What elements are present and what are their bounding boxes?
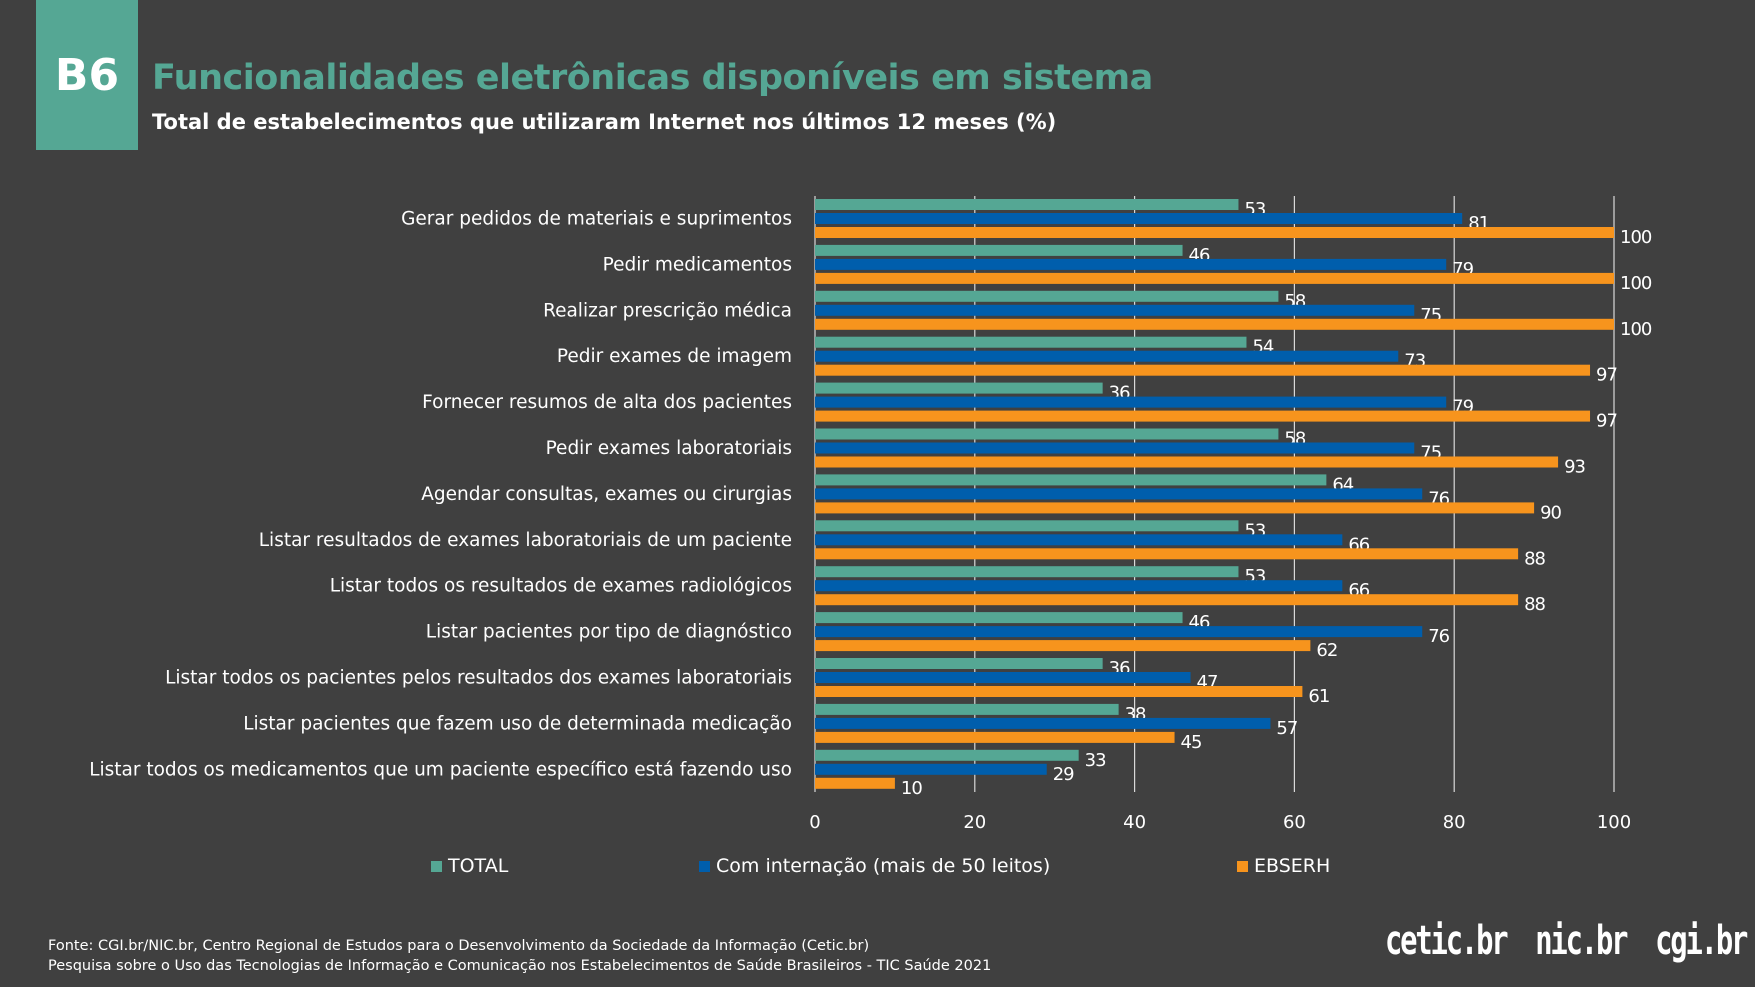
data-label: 88 [1524, 594, 1545, 615]
chart-subtitle: Total de estabelecimentos que utilizaram… [152, 110, 1057, 134]
legend-item-total: TOTAL [431, 855, 508, 877]
bar-com [815, 442, 1415, 454]
bar-total [815, 703, 1119, 715]
bar-ebserh [815, 640, 1311, 652]
category-label: Pedir medicamentos [603, 254, 792, 275]
bar-total [815, 566, 1239, 578]
bar-total [815, 382, 1103, 394]
legend-label: TOTAL [448, 855, 509, 877]
x-tick-label: 20 [963, 812, 986, 833]
bar-total [815, 749, 1079, 761]
legend-item-ebserh: EBSERH [1237, 855, 1330, 877]
data-label: 10 [901, 778, 922, 799]
bar-total [815, 199, 1239, 210]
x-tick-label: 100 [1597, 812, 1631, 833]
bar-ebserh [815, 777, 895, 789]
bar-ebserh [815, 364, 1591, 376]
survey-line: Pesquisa sobre o Uso das Tecnologias de … [48, 958, 992, 974]
chart-title: Funcionalidades eletrônicas disponíveis … [152, 58, 1153, 98]
category-label: Pedir exames de imagem [557, 346, 792, 367]
legend-swatch [431, 860, 442, 872]
category-label: Listar todos os medicamentos que um paci… [89, 759, 792, 780]
bar-com [815, 304, 1415, 316]
bar-total [815, 244, 1183, 256]
logo-nic: nic.br [1535, 918, 1628, 964]
data-label: 45 [1181, 732, 1202, 753]
bar-ebserh [815, 548, 1519, 560]
bar-com [815, 396, 1447, 408]
bar-ebserh [815, 731, 1175, 743]
bar-ebserh [815, 594, 1519, 606]
data-label: 62 [1316, 640, 1337, 661]
legend-swatch [699, 860, 710, 872]
bar-com [815, 258, 1447, 270]
data-label: 100 [1620, 227, 1652, 248]
legend-label: Com internação (mais de 50 leitos) [716, 855, 1051, 877]
bar-ebserh [815, 502, 1535, 514]
category-label: Realizar prescrição médica [543, 300, 792, 321]
logo-cgi: cgi.br [1655, 918, 1748, 964]
source-line: Fonte: CGI.br/NIC.br, Centro Regional de… [48, 938, 870, 954]
category-label: Listar pacientes por tipo de diagnóstico [426, 622, 792, 643]
logos: cetic.br nic.br cgi.br [1385, 918, 1755, 964]
bar-ebserh [815, 456, 1559, 468]
data-label: 88 [1524, 548, 1545, 569]
category-label: Gerar pedidos de materiais e suprimentos [401, 209, 792, 230]
data-label: 100 [1620, 273, 1652, 294]
category-label: Fornecer resumos de alta dos pacientes [422, 392, 792, 413]
category-label: Agendar consultas, exames ou cirurgias [421, 484, 792, 505]
section-badge: B6 [36, 0, 138, 150]
x-tick-label: 0 [809, 812, 820, 833]
bar-total [815, 520, 1239, 532]
data-label: 97 [1596, 411, 1617, 432]
bar-com [815, 350, 1399, 362]
bar-total [815, 290, 1279, 302]
data-label: 90 [1540, 502, 1561, 523]
bar-ebserh [815, 686, 1303, 697]
bar-total [815, 474, 1327, 486]
legend-label: EBSERH [1254, 855, 1331, 877]
x-tick-label: 80 [1443, 812, 1466, 833]
bar-ebserh [815, 227, 1614, 238]
data-label: 61 [1308, 686, 1329, 707]
bar-total [815, 658, 1103, 669]
bar-total [815, 612, 1183, 624]
data-label: 97 [1596, 365, 1617, 386]
bar-ebserh [815, 318, 1614, 330]
logo-cetic: cetic.br [1385, 918, 1509, 964]
bar-com [815, 626, 1423, 638]
data-label: 100 [1620, 319, 1652, 340]
data-label: 76 [1428, 626, 1449, 647]
category-label: Listar pacientes que fazem uso de determ… [243, 713, 792, 734]
data-label: 29 [1053, 764, 1074, 785]
category-label: Listar todos os resultados de exames rad… [330, 576, 792, 597]
data-label: 33 [1085, 750, 1106, 771]
bar-com [815, 580, 1343, 592]
category-label: Listar todos os pacientes pelos resultad… [165, 668, 792, 689]
legend-swatch [1237, 860, 1248, 872]
category-label: Pedir exames laboratoriais [546, 438, 792, 459]
bar-com [815, 534, 1343, 546]
bar-com [815, 488, 1423, 500]
bar-ebserh [815, 410, 1591, 422]
x-tick-label: 60 [1283, 812, 1306, 833]
bar-com [815, 213, 1463, 224]
bar-ebserh [815, 272, 1614, 284]
data-label: 93 [1564, 457, 1585, 478]
bar-total [815, 336, 1247, 348]
bar-total [815, 428, 1279, 440]
category-label: Listar resultados de exames laboratoriai… [259, 530, 792, 551]
bar-com [815, 672, 1191, 683]
data-label: 57 [1276, 718, 1297, 739]
x-tick-label: 40 [1123, 812, 1146, 833]
bar-com [815, 717, 1271, 729]
legend-item-com-internacao: Com internação (mais de 50 leitos) [699, 855, 1050, 877]
bar-com [815, 763, 1047, 775]
